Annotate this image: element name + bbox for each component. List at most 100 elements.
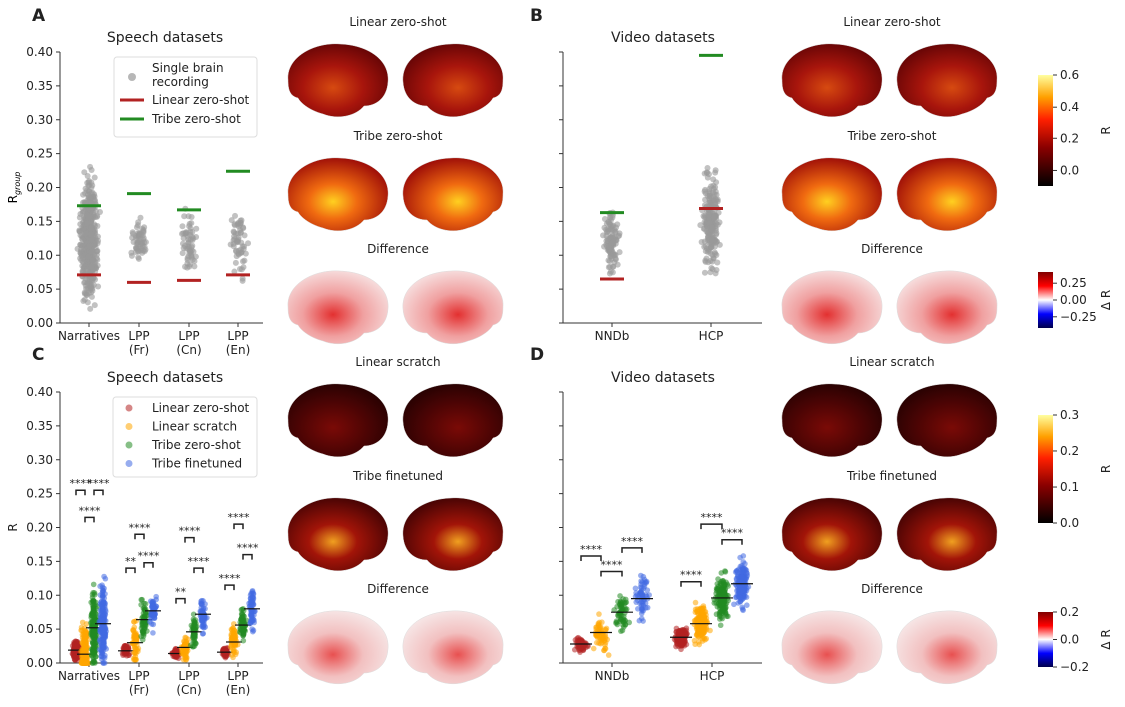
- significance-label: **: [125, 555, 137, 568]
- brain-title: Difference: [367, 242, 429, 256]
- single-recording-point: [702, 248, 709, 255]
- y-tick-label: 0.40: [26, 385, 53, 399]
- data-point: [200, 624, 207, 630]
- data-point: [583, 644, 589, 651]
- colorbar-tick-label: 0.0: [1060, 163, 1079, 177]
- significance-label: ****: [601, 559, 624, 572]
- data-point: [739, 573, 745, 580]
- data-point: [742, 593, 748, 600]
- significance-label: ****: [138, 550, 161, 563]
- data-point: [101, 660, 108, 666]
- significance-label: ****: [237, 542, 260, 555]
- single-recording-point: [711, 191, 718, 198]
- data-point: [81, 635, 87, 642]
- data-point: [739, 587, 746, 594]
- panel-b-title: Video datasets: [611, 30, 715, 46]
- x-tick-label: Narratives: [58, 329, 120, 343]
- single-recording-point: [179, 223, 186, 230]
- data-point: [644, 604, 651, 611]
- single-recording-point: [190, 248, 197, 255]
- single-recording-point: [88, 263, 95, 270]
- single-recording-point: [135, 255, 142, 262]
- single-recording-point: [610, 222, 617, 229]
- brain-surface: [896, 157, 998, 231]
- data-point: [100, 593, 106, 600]
- data-point: [723, 611, 729, 618]
- brain-title: Difference: [861, 242, 923, 256]
- significance-bracket: [125, 567, 136, 574]
- data-point: [633, 599, 640, 605]
- brain-surface: [781, 270, 883, 344]
- data-point: [88, 614, 95, 621]
- data-point: [130, 628, 137, 634]
- data-point: [120, 652, 126, 658]
- brain-surface: [781, 610, 883, 684]
- brain-surface: [896, 383, 998, 457]
- significance-label: ****: [179, 525, 202, 538]
- brain-surface: [287, 157, 389, 231]
- single-recording-point: [129, 234, 136, 241]
- single-recording-point: [707, 269, 714, 276]
- x-tick-label: (En): [226, 683, 251, 697]
- brain-surface: [402, 270, 504, 344]
- colorbar: [1038, 415, 1053, 523]
- single-recording-point: [710, 182, 717, 189]
- data-point: [699, 635, 706, 642]
- data-point: [718, 599, 725, 605]
- single-recording-point: [134, 222, 141, 229]
- significance-bracket: [680, 580, 702, 587]
- single-recording-point: [128, 249, 135, 256]
- data-point: [605, 652, 612, 658]
- significance-bracket: [134, 533, 145, 540]
- data-point: [151, 614, 158, 621]
- legend-marker: [125, 404, 133, 412]
- significance-label: ****: [680, 569, 703, 582]
- data-point: [718, 570, 725, 576]
- single-recording-point: [91, 174, 98, 181]
- single-recording-point: [712, 270, 719, 277]
- panel-c-title: Speech datasets: [106, 370, 224, 386]
- data-point: [232, 634, 238, 641]
- single-recording-point: [140, 226, 147, 233]
- single-recording-point: [606, 258, 613, 265]
- data-point: [251, 617, 257, 623]
- data-point: [202, 605, 208, 612]
- x-tick-label: Narratives: [58, 669, 120, 683]
- panel-d-title: Video datasets: [611, 370, 715, 386]
- data-point: [97, 583, 103, 590]
- data-point: [73, 638, 79, 645]
- single-recording-point: [188, 220, 195, 227]
- data-point: [92, 640, 99, 646]
- single-recording-point: [187, 225, 194, 232]
- legend-label: Single brain: [152, 61, 224, 75]
- y-tick-label: 0.05: [26, 282, 53, 296]
- single-recording-point: [711, 214, 718, 221]
- data-point: [231, 649, 237, 656]
- single-recording-point: [232, 259, 239, 266]
- y-tick-label: 0.05: [26, 622, 53, 636]
- brain-surface: [781, 43, 883, 117]
- single-recording-point: [187, 231, 194, 238]
- brain-surface: [402, 610, 504, 684]
- single-recording-point: [82, 230, 89, 237]
- brain-surface: [402, 383, 504, 457]
- legend-label: Tribe zero-shot: [151, 438, 241, 452]
- data-point: [101, 573, 107, 580]
- single-recording-point: [705, 171, 712, 178]
- data-point: [240, 637, 247, 644]
- legend-marker: [125, 441, 133, 449]
- single-recording-point: [89, 257, 96, 264]
- data-point: [232, 641, 239, 648]
- single-recording-point: [702, 243, 709, 250]
- single-recording-point: [705, 259, 712, 266]
- data-point: [732, 569, 739, 575]
- y-tick-label: 0.15: [26, 554, 53, 568]
- data-point: [183, 654, 189, 660]
- single-recording-point: [609, 239, 616, 246]
- data-point: [132, 656, 138, 663]
- data-point: [739, 606, 746, 612]
- colorbar: [1038, 272, 1053, 328]
- single-recording-point: [184, 255, 191, 262]
- x-tick-label: LPP: [227, 329, 248, 343]
- data-point: [100, 621, 107, 628]
